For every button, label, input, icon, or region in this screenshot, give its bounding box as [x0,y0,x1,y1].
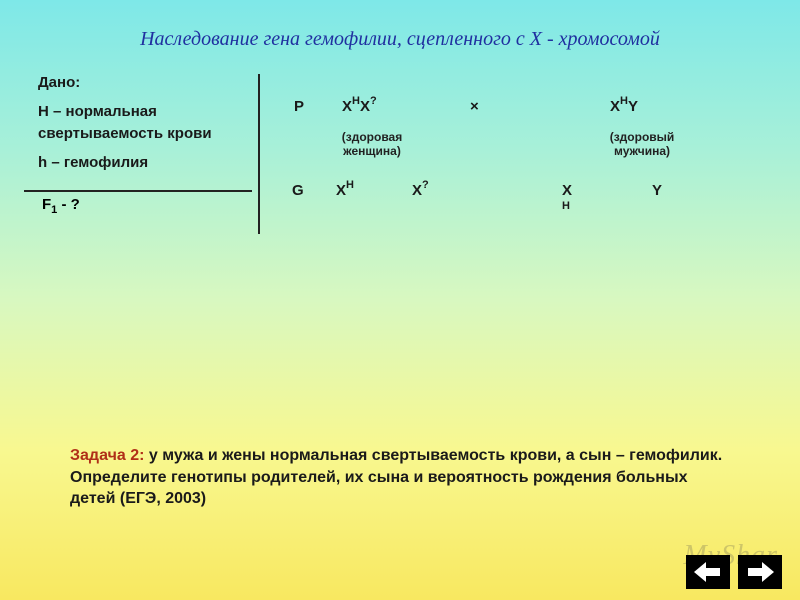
female-genotype: XHX? [342,98,377,115]
fx2-sup: ? [370,95,377,107]
G-label: G [292,182,304,199]
mx: X [610,98,620,115]
f1-f: F [42,196,51,213]
fx1-sup: H [352,95,360,107]
f1-label: F1 - ? [42,196,80,216]
gamete-3: XH [562,182,572,216]
my: Y [628,98,638,115]
male-desc: (здоровый мужчина) [592,130,692,159]
given-line-2: h – гемофилия [38,152,243,175]
divider-horizontal [24,190,252,192]
mx-sup: H [620,95,628,107]
task-label: Задача 2: [70,447,149,464]
f1-rest: - ? [57,196,80,213]
gamete-4: Y [652,182,662,199]
gamete-1: XH [336,182,354,199]
prev-button[interactable] [686,555,730,589]
allele-H-desc: – нормальная свертываемость крови [38,103,212,143]
next-button[interactable] [738,555,782,589]
cross-sign: × [470,98,479,115]
allele-h-desc: – гемофилия [47,154,148,171]
g1sup: H [346,179,354,191]
given-line-1: H – нормальная свертываемость крови [38,101,243,146]
nav-buttons [682,555,782,594]
g2x: X [412,182,422,199]
arrow-left-icon [694,562,706,582]
gamete-2: X? [412,182,429,199]
allele-h: h [38,154,47,171]
given-header: Дано: [38,72,243,95]
arrow-right-icon [762,562,774,582]
g3sub: H [562,200,570,212]
female-desc: (здоровая женщина) [322,130,422,159]
g3x: X [562,182,572,199]
divider-vertical [258,74,260,234]
g2sup: ? [422,179,429,191]
allele-H: H [38,103,49,120]
fx2: X [360,98,370,115]
page-title: Наследование гена гемофилии, сцепленного… [0,0,800,51]
male-genotype: XHY [610,98,638,115]
fx1: X [342,98,352,115]
g1x: X [336,182,346,199]
P-label: P [294,98,304,115]
task-block: Задача 2: у мужа и жены нормальная сверт… [70,445,730,510]
task-text: у мужа и жены нормальная свертываемость … [70,447,722,507]
given-block: Дано: H – нормальная свертываемость кров… [38,72,243,180]
